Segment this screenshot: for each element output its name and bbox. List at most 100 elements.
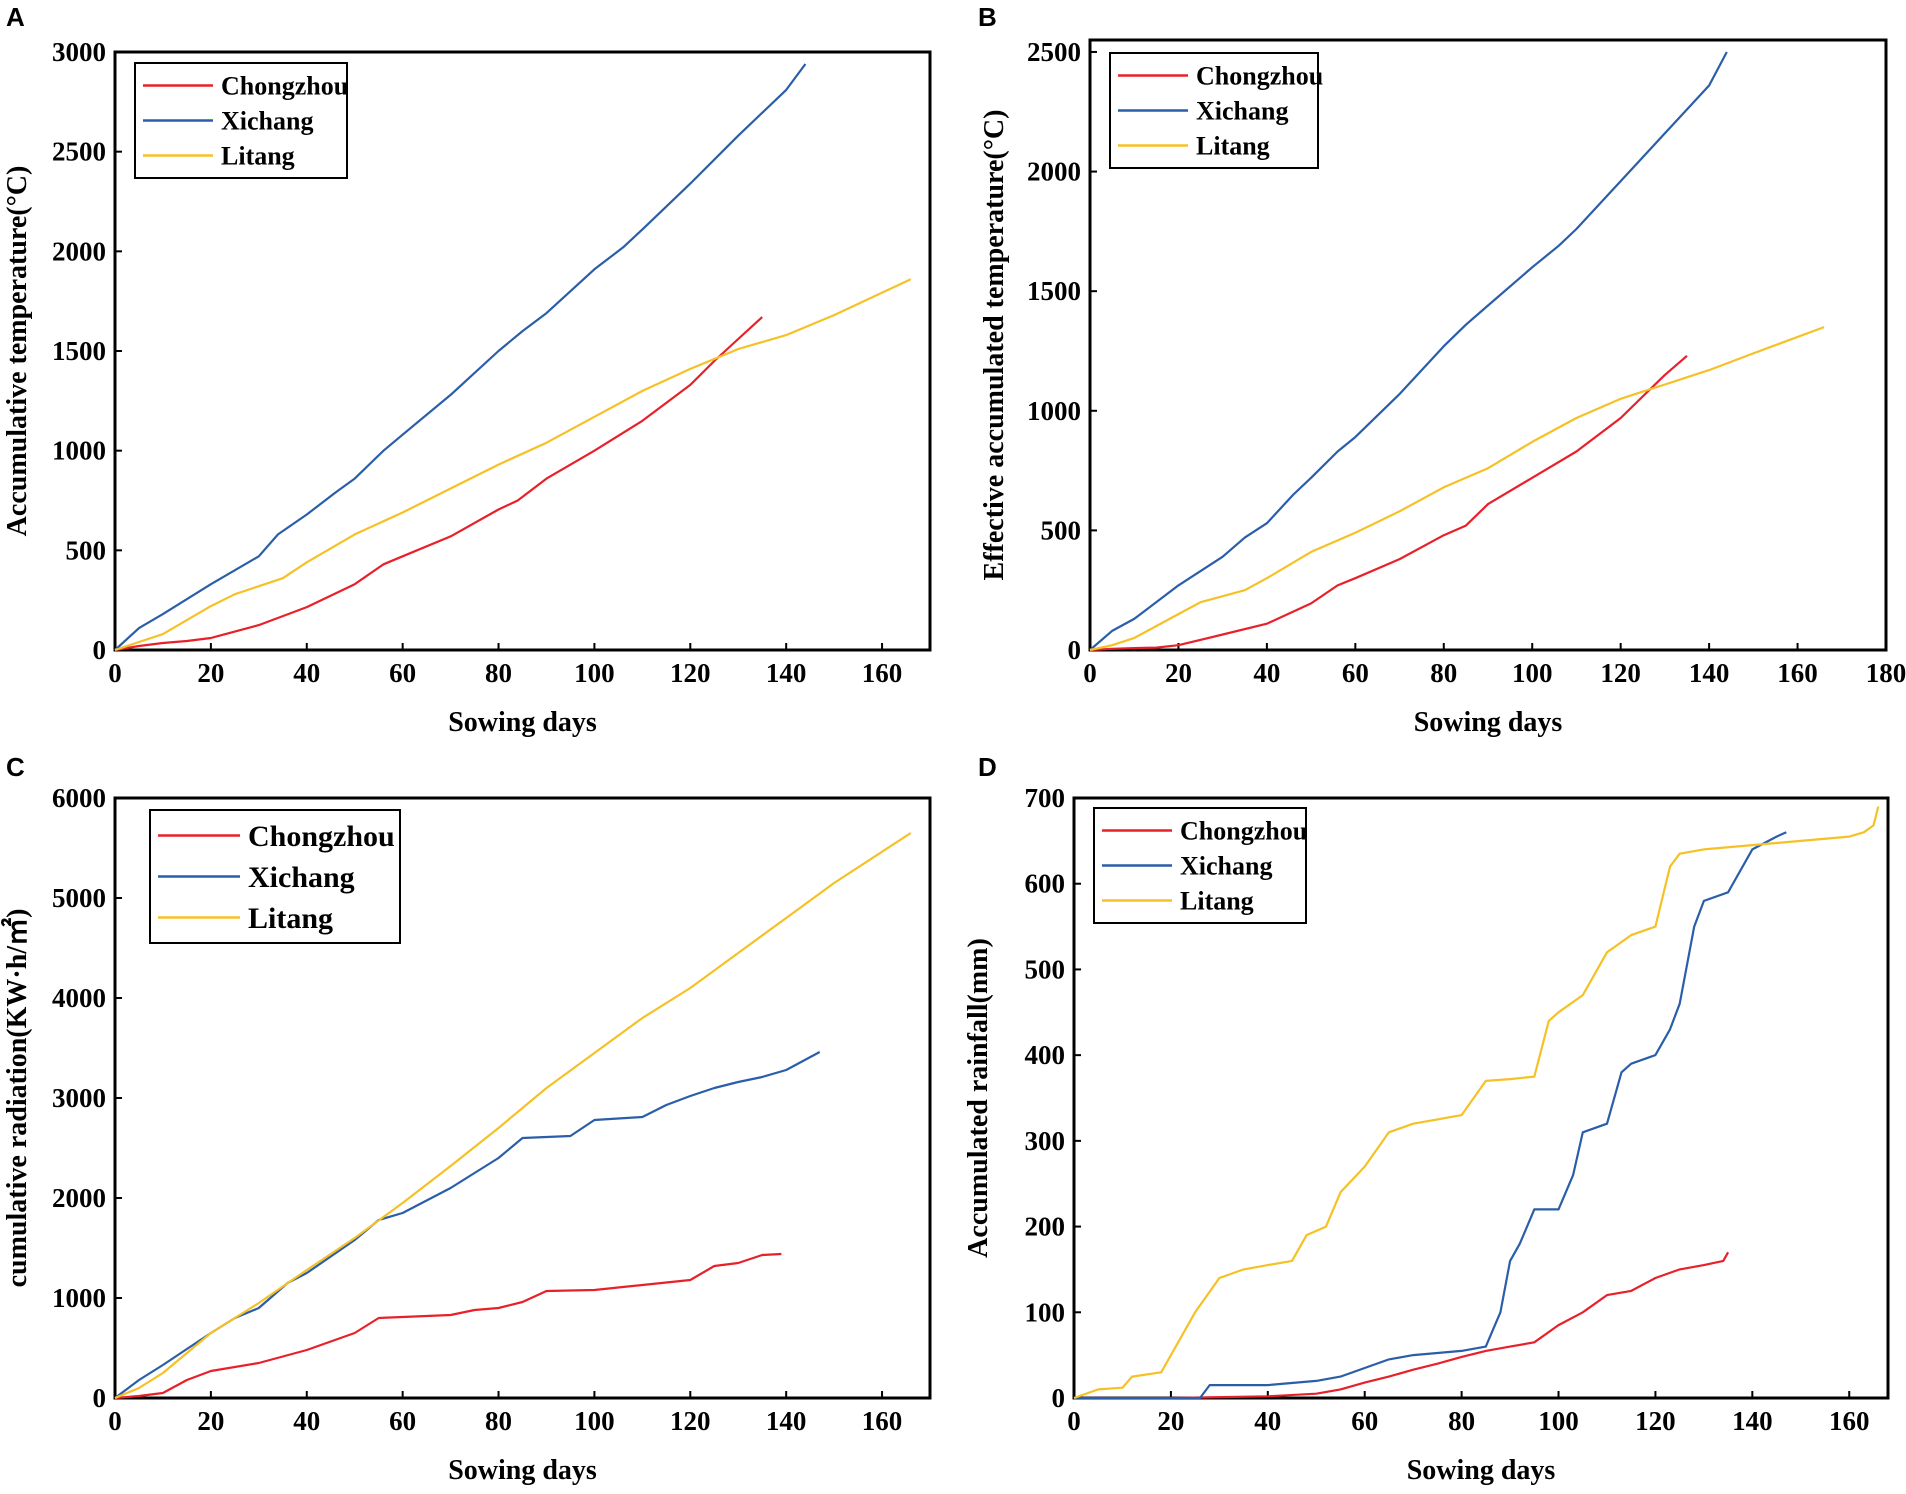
x-tick-label: 120 [670, 658, 711, 688]
y-tick-label: 2000 [52, 1183, 106, 1213]
x-tick-label: 20 [1165, 658, 1192, 688]
y-tick-label: 500 [1025, 954, 1066, 984]
x-tick-label: 40 [1254, 1406, 1281, 1436]
y-tick-label: 1500 [52, 336, 106, 366]
y-tick-label: 600 [1025, 869, 1066, 899]
y-tick-label: 4000 [52, 983, 106, 1013]
x-tick-label: 100 [1512, 658, 1553, 688]
x-tick-label: 60 [389, 658, 416, 688]
y-tick-label: 500 [1041, 515, 1082, 545]
series-line-chongzhou [1089, 354, 1688, 652]
legend-label-xichang: Xichang [1196, 97, 1288, 126]
x-tick-label: 20 [197, 1406, 224, 1436]
y-axis-title: cumulative radiation(KW·h/㎡) [0, 909, 33, 1288]
x-tick-label: 160 [1829, 1406, 1870, 1436]
panel-label-b: B [978, 2, 997, 32]
x-tick-label: 140 [766, 1406, 807, 1436]
panel-a: A 0 20 40 60 80 100 120 140 160 0 500 1000 1500 2000 2… [2, 2, 932, 738]
y-axis-title: Accumulated rainfall(mm) [963, 938, 994, 1258]
legend-label-litang: Litang [1180, 887, 1254, 916]
y-axis-title: Accumulative temperature(°C) [2, 166, 33, 537]
y-tick-label: 300 [1025, 1126, 1066, 1156]
x-tick-label: 40 [293, 658, 320, 688]
y-tick-label: 1000 [52, 436, 106, 466]
y-tick-label: 2000 [52, 236, 106, 266]
x-tick-label: 120 [1600, 658, 1641, 688]
x-tick-label: 20 [197, 658, 224, 688]
y-tick-label: 100 [1025, 1297, 1066, 1327]
x-axis-title: Sowing days [448, 707, 597, 738]
x-tick-label: 80 [1448, 1406, 1475, 1436]
plot-frame [1088, 38, 1888, 652]
y-tick-label: 700 [1025, 783, 1066, 813]
y-tick-label: 2000 [1027, 157, 1081, 187]
legend-label-litang: Litang [1196, 132, 1270, 161]
x-tick-label: 20 [1157, 1406, 1184, 1436]
legend-label-chongzhou: Chongzhou [248, 820, 395, 853]
y-tick-label: 400 [1025, 1040, 1066, 1070]
series-line-litang [114, 832, 912, 1400]
y-tick-label: 5000 [52, 883, 106, 913]
x-tick-label: 0 [108, 658, 122, 688]
x-tick-label: 120 [1635, 1406, 1676, 1436]
series-line-xichang [114, 63, 807, 651]
x-tick-label: 80 [485, 1406, 512, 1436]
legend-label-chongzhou: Chongzhou [1196, 62, 1323, 91]
series-line-chongzhou [114, 316, 763, 652]
series-line-chongzhou [114, 1252, 782, 1400]
panel-label-c: C [6, 752, 25, 782]
series-line-xichang [1074, 831, 1787, 1400]
y-tick-label: 1000 [52, 1283, 106, 1313]
x-tick-label: 180 [1866, 658, 1906, 688]
panel-c: C 0 20 40 60 80 100 120 140 160 0 1000 2000 3000 4000… [0, 752, 932, 1486]
x-tick-label: 100 [1538, 1406, 1579, 1436]
x-tick-label: 0 [1067, 1406, 1081, 1436]
legend-label-litang: Litang [221, 142, 295, 171]
x-tick-label: 160 [862, 1406, 903, 1436]
legend-label-xichang: Xichang [248, 861, 355, 894]
y-tick-label: 1500 [1027, 276, 1081, 306]
panel-d: D 0 20 40 60 80 100 120 140 160 0 100 200 300 400 500 6… [963, 752, 1890, 1486]
series-line-litang [114, 278, 912, 652]
x-tick-label: 140 [1732, 1406, 1773, 1436]
y-tick-label: 0 [1068, 635, 1082, 665]
y-tick-label: 6000 [52, 783, 106, 813]
x-tick-label: 60 [1351, 1406, 1378, 1436]
x-axis-title: Sowing days [1414, 707, 1563, 738]
x-tick-label: 100 [574, 1406, 615, 1436]
x-tick-label: 60 [1342, 658, 1369, 688]
legend-label-litang: Litang [248, 902, 333, 935]
x-tick-label: 160 [1777, 658, 1818, 688]
y-tick-label: 2500 [52, 137, 106, 167]
y-tick-label: 3000 [52, 37, 106, 67]
x-axis-title: Sowing days [1407, 1455, 1556, 1486]
y-axis-title: Effective accumulated temperature(°C) [979, 110, 1010, 581]
y-tick-label: 3000 [52, 1083, 106, 1113]
series-line-litang [1073, 806, 1880, 1400]
x-tick-label: 140 [766, 658, 807, 688]
x-tick-label: 40 [293, 1406, 320, 1436]
y-tick-label: 0 [93, 1383, 107, 1413]
panel-label-d: D [978, 752, 997, 782]
x-tick-label: 80 [485, 658, 512, 688]
y-tick-label: 500 [66, 535, 107, 565]
x-tick-label: 40 [1253, 658, 1280, 688]
x-tick-label: 100 [574, 658, 615, 688]
x-tick-label: 160 [862, 658, 903, 688]
x-tick-label: 0 [1083, 658, 1097, 688]
panel-b: B 0 20 40 60 80 100 120 140 160 180 0 500 1000 1500 20… [978, 2, 1906, 738]
series-line-xichang [1089, 51, 1728, 651]
series-line-litang [1089, 326, 1825, 652]
y-tick-label: 2500 [1027, 37, 1081, 67]
x-tick-label: 0 [108, 1406, 122, 1436]
y-tick-label: 0 [93, 635, 107, 665]
series-line-xichang [114, 1051, 821, 1399]
panel-label-a: A [6, 2, 25, 32]
x-tick-label: 140 [1689, 658, 1730, 688]
legend-label-chongzhou: Chongzhou [221, 72, 348, 101]
x-tick-label: 60 [389, 1406, 416, 1436]
plot-frame [1072, 796, 1890, 1400]
series-line-chongzhou [1074, 1251, 1730, 1400]
x-axis-title: Sowing days [448, 1455, 597, 1486]
